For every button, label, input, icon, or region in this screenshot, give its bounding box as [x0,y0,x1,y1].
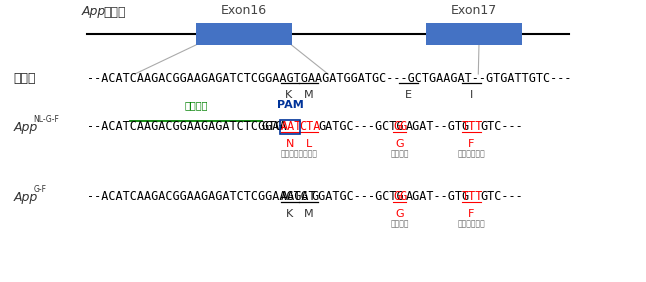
Text: TTT: TTT [462,120,483,133]
Text: M: M [304,90,313,100]
Text: AAGAT: AAGAT [280,191,316,204]
Text: App: App [14,191,38,204]
Text: --ACATCAAGACGGAAGAGATCTCGGAA: --ACATCAAGACGGAAGAGATCTCGGAA [87,120,286,133]
Text: App: App [82,6,106,19]
Text: CTA: CTA [299,120,320,133]
Text: GGATGC---GCTG: GGATGC---GCTG [312,191,404,204]
Text: AGAT--GTG: AGAT--GTG [406,120,470,133]
Text: F: F [468,209,475,219]
Text: 標的配列: 標的配列 [184,100,208,110]
Text: Exon16: Exon16 [221,4,267,17]
Text: GTC---: GTC--- [481,120,524,133]
Text: GTC---: GTC--- [481,191,524,204]
Text: GG: GG [393,191,408,204]
Text: 野生型: 野生型 [14,72,36,85]
Text: PAM: PAM [276,100,304,110]
Text: K: K [284,90,292,100]
Text: --ACATCAAGACGGAAGAGATCTCGGAAGTGAAGATGGATGC---GCTGAAGAT--GTGATTGTC---: --ACATCAAGACGGAAGAGATCTCGGAAGTGAAGATGGAT… [87,72,571,85]
Text: TTT: TTT [462,191,483,204]
Text: 北極変異: 北極変異 [390,219,409,228]
Bar [280,120,300,134]
Text: F: F [468,139,475,149]
Text: L: L [306,139,312,149]
Text: E: E [406,90,412,100]
Text: G: G [395,209,404,219]
Text: App: App [14,120,38,133]
Text: GATGC---GCTG: GATGC---GCTG [318,120,404,133]
Text: Exon17: Exon17 [451,4,497,17]
Bar [196,23,291,45]
Text: イベリア変異: イベリア変異 [457,149,485,158]
Text: N: N [286,139,294,149]
Text: --ACATCAAGACGGAAGAGATCTCGGAAGTG: --ACATCAAGACGGAAGAGATCTCGGAAGTG [87,191,307,204]
Text: GG: GG [393,120,408,133]
Text: G: G [395,139,404,149]
Text: AGAT--GTG: AGAT--GTG [406,191,470,204]
Text: 遅伝子: 遅伝子 [103,6,125,19]
Text: GTG: GTG [262,120,283,133]
Text: イベリア変異: イベリア変異 [457,219,485,228]
Text: NL-G-F: NL-G-F [34,116,59,124]
Text: 北極変異: 北極変異 [390,149,409,158]
Text: K: K [286,209,293,219]
Text: I: I [470,90,473,100]
Text: M: M [304,209,313,219]
Text: AAT: AAT [280,120,302,133]
Bar [426,23,522,45]
Text: スウェーデン変異: スウェーデン変異 [281,149,318,158]
Text: G-F: G-F [34,186,47,195]
